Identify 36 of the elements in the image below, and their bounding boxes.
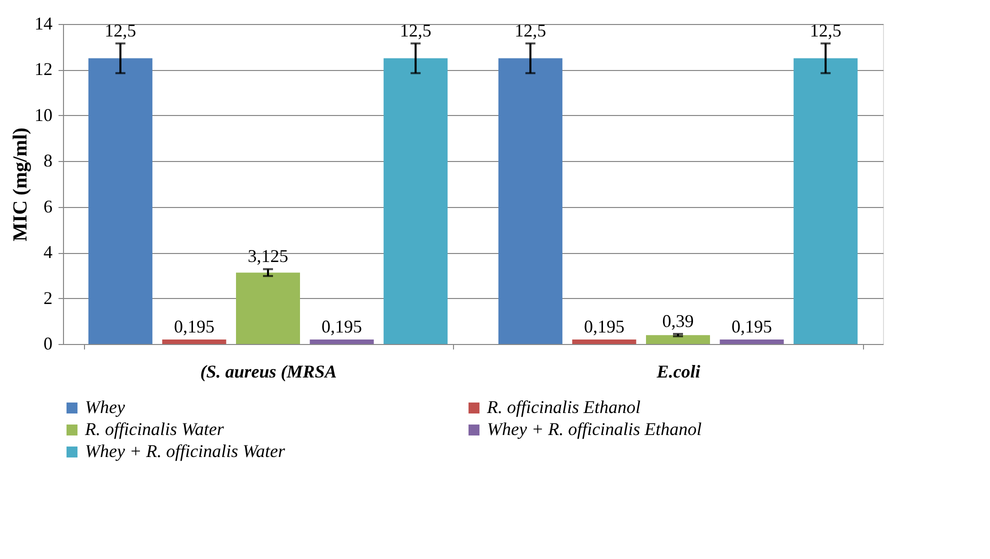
y-tick-label: 4 <box>44 242 52 262</box>
y-axis-title: MIC (mg/ml) <box>10 128 32 242</box>
legend-label: Whey + R. officinalis Ethanol <box>487 419 702 439</box>
data-label: 0,39 <box>662 310 694 331</box>
bar <box>236 272 300 344</box>
bar <box>384 58 448 344</box>
bar <box>720 340 784 344</box>
bar <box>572 340 636 344</box>
y-tick-label: 10 <box>34 104 52 125</box>
bar <box>498 58 562 344</box>
data-label: 0,195 <box>732 316 772 337</box>
bar <box>794 58 858 344</box>
data-label: 12,5 <box>400 20 432 40</box>
data-label: 12,5 <box>810 20 842 40</box>
y-tick-label: 14 <box>34 14 52 34</box>
y-tick-label: 2 <box>44 288 52 308</box>
data-label: 12,5 <box>514 20 546 40</box>
legend-label: Whey <box>85 397 125 417</box>
data-label: 3,125 <box>248 246 288 266</box>
data-label: 12,5 <box>104 20 136 40</box>
y-tick-label: 6 <box>44 196 52 216</box>
bar <box>310 340 374 344</box>
data-label: 0,195 <box>584 316 624 337</box>
y-tick-label: 0 <box>44 334 52 354</box>
y-tick-label: 12 <box>34 59 52 80</box>
bar <box>88 58 152 344</box>
data-label: 0,195 <box>322 316 362 337</box>
x-tick-label: (S. aureus (MRSA <box>200 362 337 382</box>
bar <box>646 335 710 344</box>
y-tick-label: 8 <box>44 150 52 171</box>
data-label: 0,195 <box>174 316 214 337</box>
x-tick-label: E.coli <box>656 362 700 382</box>
legend-label: R. officinalis Ethanol <box>486 397 640 417</box>
bar <box>162 340 226 344</box>
legend-label: R. officinalis Water <box>84 419 225 439</box>
legend-label: Whey + R. officinalis Water <box>85 441 286 461</box>
